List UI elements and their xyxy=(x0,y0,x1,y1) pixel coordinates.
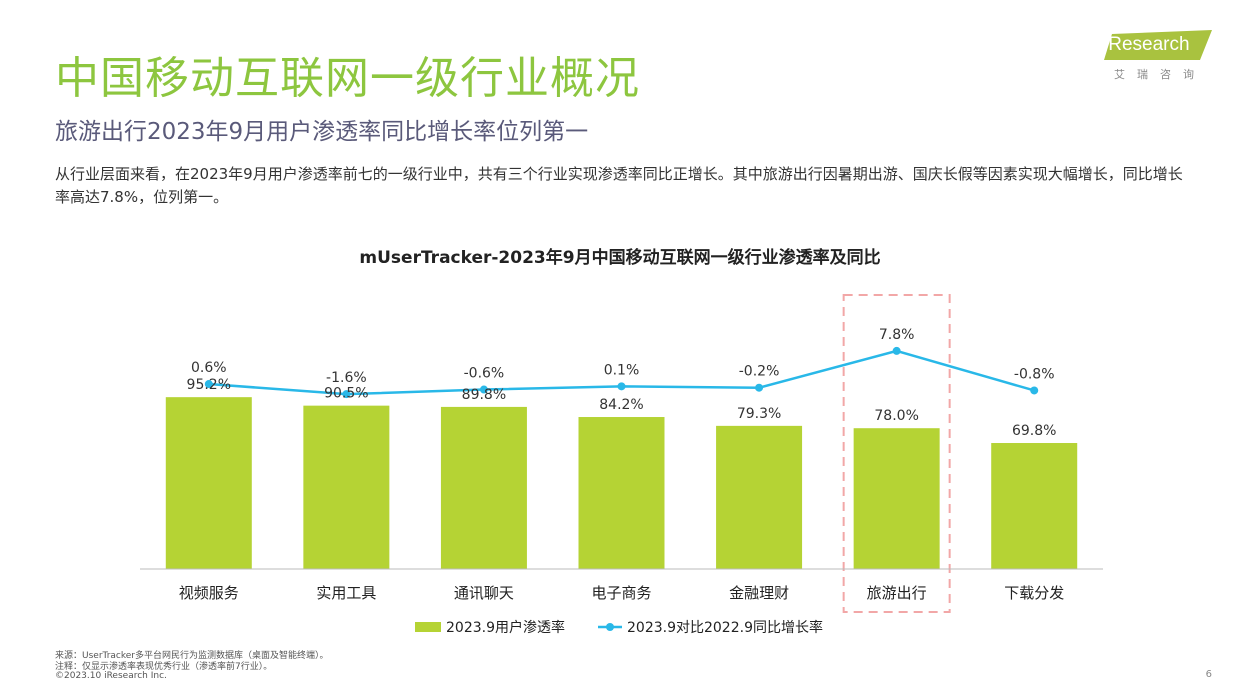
bar-value-label: 90.5% xyxy=(324,386,368,402)
line-point-4 xyxy=(755,383,764,392)
legend-bar-swatch xyxy=(415,622,441,632)
legend-bar-label: 2023.9用户渗透率 xyxy=(446,619,565,636)
line-point-1 xyxy=(342,390,351,399)
line-point-6 xyxy=(1030,386,1039,395)
highlight-box xyxy=(842,294,951,613)
bar-value-label: 95.2% xyxy=(187,377,231,393)
line-point-3 xyxy=(617,382,626,391)
bar-value-label: 89.8% xyxy=(462,387,506,403)
line-value-label: 0.6% xyxy=(191,360,227,376)
chart-title: mUserTracker-2023年9月中国移动互联网一级行业渗透率及同比 xyxy=(359,247,880,268)
page-title: 中国移动互联网一级行业概况 xyxy=(55,53,640,104)
footnote: 注释：仅显示渗透率表现优秀行业（渗透率前7行业）。 xyxy=(55,662,273,672)
line-value-label: -1.6% xyxy=(326,370,367,386)
bar-4 xyxy=(716,425,803,569)
bar-3 xyxy=(578,417,665,569)
bar-value-label: 84.2% xyxy=(599,397,643,413)
category-label: 视频服务 xyxy=(179,584,239,602)
category-label: 旅游出行 xyxy=(867,584,927,602)
category-label: 金融理财 xyxy=(729,584,789,602)
bar-5 xyxy=(853,428,940,569)
chart-legend: 2023.9用户渗透率 2023.9对比2022.9同比增长率 xyxy=(415,619,823,636)
line-point-5 xyxy=(892,346,901,355)
description-text: 从行业层面来看，在2023年9月用户渗透率前七的一级行业中，共有三个行业实现渗透… xyxy=(55,165,1183,206)
line-value-label: -0.2% xyxy=(739,364,780,380)
legend-line-label: 2023.9对比2022.9同比增长率 xyxy=(627,619,823,636)
category-label: 实用工具 xyxy=(316,584,376,602)
legend-line-marker xyxy=(606,623,614,631)
copyright: ©2023.10 iResearch Inc. xyxy=(55,671,167,681)
logo-subtext: 艾瑞咨询 xyxy=(1114,68,1206,81)
category-label: 下载分发 xyxy=(1004,584,1064,602)
line-value-label: 0.1% xyxy=(604,362,640,378)
bar-value-label: 79.3% xyxy=(737,406,781,422)
bar-2 xyxy=(440,406,527,569)
category-label: 电子商务 xyxy=(591,584,651,602)
bar-0 xyxy=(165,397,252,569)
iresearch-logo: iResearch 艾瑞咨询 xyxy=(1104,30,1214,82)
logo-text: iResearch xyxy=(1104,34,1190,55)
category-label: 通讯聊天 xyxy=(454,584,514,602)
bar-6 xyxy=(991,443,1078,569)
page-number: 6 xyxy=(1205,669,1212,680)
line-value-label: -0.8% xyxy=(1014,366,1055,382)
line-value-label: -0.6% xyxy=(464,366,505,382)
logo-shape-icon xyxy=(1104,30,1212,60)
page-subtitle: 旅游出行2023年9月用户渗透率同比增长率位列第一 xyxy=(55,119,589,145)
line-value-label: 7.8% xyxy=(879,327,915,343)
line-point-2 xyxy=(479,385,488,394)
source-note: 来源：UserTracker多平台网民行为监测数据库（桌面及智能终端）。 xyxy=(55,651,329,661)
bar-1 xyxy=(303,405,390,569)
line-point-0 xyxy=(204,380,213,389)
bar-value-label: 69.8% xyxy=(1012,423,1056,439)
bar-value-label: 78.0% xyxy=(874,408,918,424)
